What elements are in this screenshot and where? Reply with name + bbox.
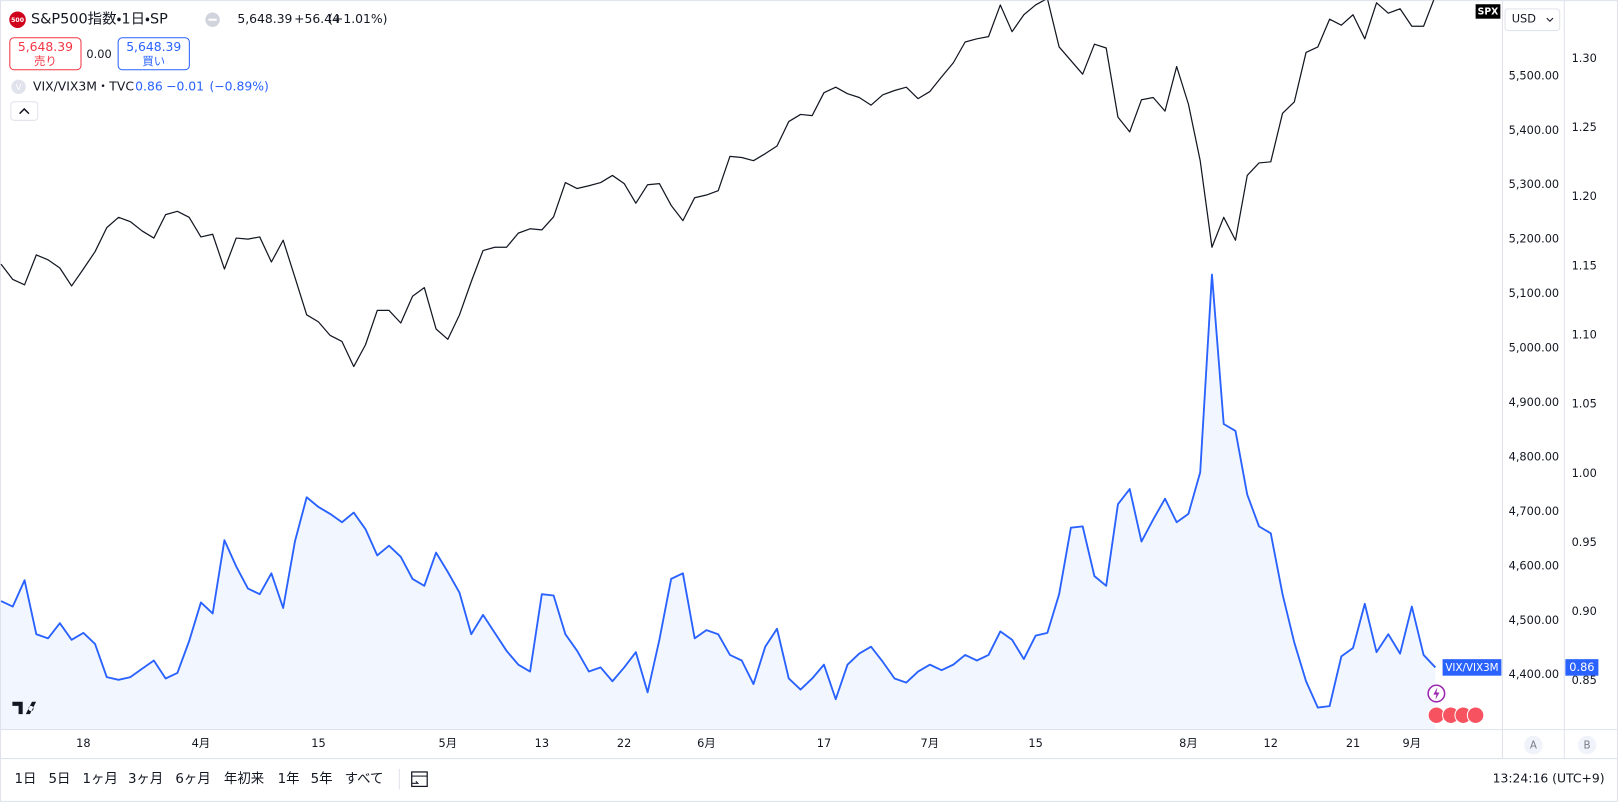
timeframe-button[interactable]: 1日 <box>14 772 36 787</box>
x-tick-label: 6月 <box>697 736 716 750</box>
scale-button-label: A <box>1530 740 1537 752</box>
last-value-tag <box>1565 659 1599 676</box>
timeframe-bar: 1日 5日 1ヶ月 3ヶ月 6ヶ月 年初来 1年 5年 すべて <box>14 771 383 787</box>
x-tick-label: 5月 <box>439 736 458 750</box>
timeframe-button[interactable]: 1ヶ月 <box>83 772 118 787</box>
x-tick-label: 7月 <box>921 736 940 750</box>
currency: USD <box>1512 12 1537 26</box>
quote-change: +56.44 <box>294 12 340 26</box>
quote-last: 0.86 <box>135 79 163 93</box>
x-tick-label: 21 <box>1346 736 1360 750</box>
calendar-icon-arrow <box>411 780 420 784</box>
series-name[interactable]: S&P500指数・1日・SP <box>31 11 168 28</box>
y2-tick-label: 1.25 <box>1572 120 1597 134</box>
sell-label: 売り <box>34 54 57 68</box>
y2-tick-label: 1.10 <box>1572 327 1597 341</box>
symbol-icon <box>9 11 26 28</box>
timeframe-button[interactable]: すべて <box>345 771 384 787</box>
date-range-button[interactable] <box>411 771 428 788</box>
y-tick-label: 5,400.00 <box>1509 123 1560 137</box>
y-tick-label: 5,300.00 <box>1509 177 1560 191</box>
timeframe-button[interactable]: 6ヶ月 <box>175 772 210 787</box>
buy-button[interactable] <box>117 37 190 71</box>
symbol-icon-text: 500 <box>11 17 25 24</box>
flag-icon <box>1466 706 1485 724</box>
series-line <box>0 0 1435 368</box>
last-value-text: 0.86 <box>1569 660 1594 674</box>
timeframe-button[interactable]: 年初来 <box>224 771 264 787</box>
y2-tick-label: 1.30 <box>1572 51 1597 65</box>
buy-price: 5,648.39 <box>126 40 181 54</box>
quote-change: −0.01 <box>166 79 204 93</box>
y-tick-label: 4,900.00 <box>1509 395 1560 409</box>
clock[interactable]: 13:24:16 (UTC+9) <box>1493 772 1605 786</box>
economic-events[interactable] <box>1427 706 1485 724</box>
vix-icon <box>11 79 26 95</box>
y-tick-label: 4,800.00 <box>1509 449 1560 463</box>
logo <box>12 701 37 715</box>
y2-tick-label: 1.00 <box>1572 466 1597 480</box>
scale-button[interactable] <box>1524 735 1543 755</box>
x-tick-label: 18 <box>76 736 90 750</box>
collapse-icon <box>19 107 30 115</box>
timeframe-button[interactable]: 5日 <box>48 772 70 787</box>
series-tag-text: VIX/VIX3M <box>1445 662 1498 674</box>
dropdown-icon <box>1546 17 1554 22</box>
y2-tick-label: 0.85 <box>1572 673 1597 687</box>
series-name[interactable]: VIX/VIX3M・TVC <box>33 79 134 93</box>
x-tick-label: 15 <box>311 736 325 750</box>
plot-area <box>0 0 1437 730</box>
x-tick-label: 8月 <box>1179 736 1198 750</box>
scale-button-label: B <box>1584 740 1591 752</box>
series-tag <box>1475 4 1501 19</box>
x-tick-label: 4月 <box>192 736 211 750</box>
scale-button[interactable] <box>1577 735 1597 755</box>
y2-tick-label: 0.95 <box>1572 535 1597 549</box>
sell-price: 5,648.39 <box>18 40 73 54</box>
event-icon-bolt <box>1433 687 1440 700</box>
y2-tick-label: 1.20 <box>1572 189 1597 203</box>
x-tick-label: 12 <box>1264 736 1278 750</box>
y-tick-label: 4,600.00 <box>1509 558 1560 572</box>
series-tag-text: SPX <box>1478 6 1499 17</box>
y-tick-label: 4,400.00 <box>1509 667 1560 681</box>
y2-tick-label: 1.15 <box>1572 258 1597 272</box>
y2-tick-label: 1.05 <box>1572 397 1597 411</box>
y-tick-label: 5,500.00 <box>1509 68 1560 82</box>
axes: 4,400.00 4,500.00 4,600.00 4,700.00 4,800.00… <box>76 51 1597 750</box>
quote-change-pct: (+1.01%) <box>328 12 387 26</box>
x-tick-label: 17 <box>817 736 831 750</box>
spread: 0.00 <box>86 47 111 61</box>
x-tick-label: 22 <box>617 736 631 750</box>
quote-change-pct: (−0.89%) <box>209 79 268 93</box>
series-area <box>1 274 1436 730</box>
x-tick-label: 15 <box>1028 736 1042 750</box>
y2-tick-label: 0.90 <box>1572 604 1597 618</box>
calendar-icon <box>411 771 428 788</box>
y-tick-label: 5,000.00 <box>1509 341 1560 355</box>
y-tick-label: 4,500.00 <box>1509 613 1560 627</box>
buy-label: 買い <box>142 54 165 68</box>
sell-button[interactable] <box>9 37 82 71</box>
timeframe-button[interactable]: 5年 <box>311 771 333 787</box>
currency-dropdown[interactable] <box>1504 8 1561 32</box>
quote-last: 5,648.39 <box>237 12 292 26</box>
y-tick-label: 5,100.00 <box>1509 286 1560 300</box>
timeframe-button[interactable]: 1年 <box>278 771 300 787</box>
collapse-button[interactable] <box>10 101 39 121</box>
y-tick-label: 5,200.00 <box>1509 232 1560 246</box>
x-tick-label: 9月 <box>1403 736 1422 750</box>
series-line <box>0 273 1437 709</box>
timeframe-button[interactable]: 3ヶ月 <box>128 772 163 787</box>
series-tag <box>1442 659 1502 676</box>
y-tick-label: 4,700.00 <box>1509 504 1560 518</box>
x-tick-label: 13 <box>535 736 549 750</box>
vix-icon-text: V <box>16 82 22 92</box>
